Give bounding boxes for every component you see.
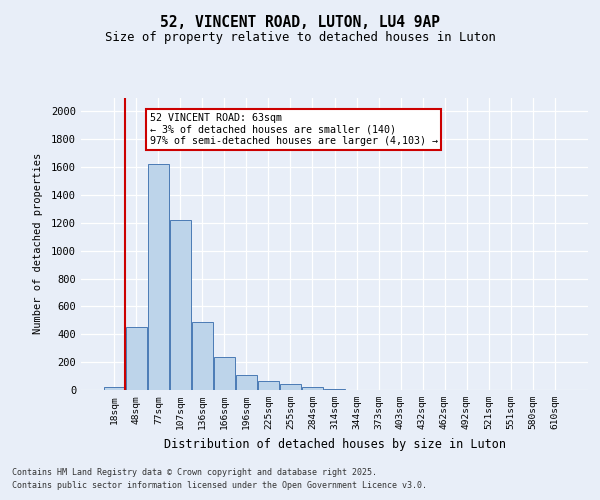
- X-axis label: Distribution of detached houses by size in Luton: Distribution of detached houses by size …: [163, 438, 505, 450]
- Y-axis label: Number of detached properties: Number of detached properties: [33, 153, 43, 334]
- Bar: [104, 386, 125, 390]
- Bar: [126, 328, 147, 390]
- Bar: [214, 356, 235, 390]
- Bar: [236, 374, 257, 390]
- Text: Size of property relative to detached houses in Luton: Size of property relative to detached ho…: [104, 32, 496, 44]
- Bar: [324, 388, 345, 390]
- Bar: [170, 220, 191, 390]
- Text: Contains HM Land Registry data © Crown copyright and database right 2025.: Contains HM Land Registry data © Crown c…: [12, 468, 377, 477]
- Bar: [302, 387, 323, 390]
- Bar: [280, 384, 301, 390]
- Bar: [148, 164, 169, 390]
- Text: 52 VINCENT ROAD: 63sqm
← 3% of detached houses are smaller (140)
97% of semi-det: 52 VINCENT ROAD: 63sqm ← 3% of detached …: [149, 113, 437, 146]
- Text: 52, VINCENT ROAD, LUTON, LU4 9AP: 52, VINCENT ROAD, LUTON, LU4 9AP: [160, 15, 440, 30]
- Text: Contains public sector information licensed under the Open Government Licence v3: Contains public sector information licen…: [12, 480, 427, 490]
- Bar: [258, 381, 279, 390]
- Bar: [192, 322, 213, 390]
